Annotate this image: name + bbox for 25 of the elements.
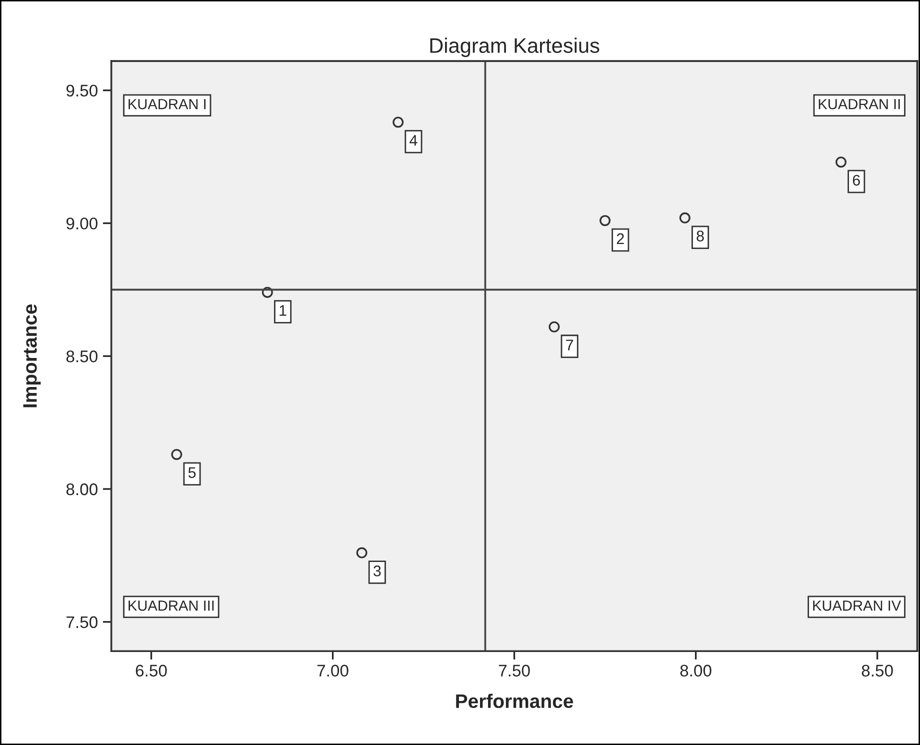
annotation: 4 (410, 135, 418, 146)
y-tick-label: 9.50 (66, 84, 98, 97)
annotation: 1 (280, 305, 286, 316)
x-tick-label: 7.00 (317, 664, 348, 677)
annotation: 2 (616, 233, 624, 244)
x-axis-title: Performance (456, 694, 574, 708)
y-tick-label: 7.50 (66, 616, 98, 628)
annotation: 5 (188, 467, 196, 478)
chart-title: Diagram Kartesius (430, 38, 600, 58)
y-tick-label: 8.50 (66, 350, 98, 362)
y-tick-label: 9.00 (66, 218, 98, 230)
annotation: 8 (696, 230, 704, 242)
annotation: KUADRAN III (128, 600, 214, 611)
annotation: KUADRAN II (818, 99, 900, 110)
annotation: KUADRAN IV (813, 600, 902, 611)
annotation: 6 (852, 174, 860, 186)
annotation: 7 (566, 340, 574, 350)
x-tick-label: 8.50 (862, 664, 893, 677)
annotation: 3 (374, 566, 381, 576)
annotation: KUADRAN I (128, 99, 206, 110)
x-tick-label: 8.00 (680, 664, 712, 677)
x-tick-label: 7.50 (498, 664, 530, 677)
y-axis-title: Importance (23, 304, 41, 408)
y-tick-label: 8.00 (66, 483, 98, 496)
x-tick-label: 6.50 (136, 664, 167, 677)
